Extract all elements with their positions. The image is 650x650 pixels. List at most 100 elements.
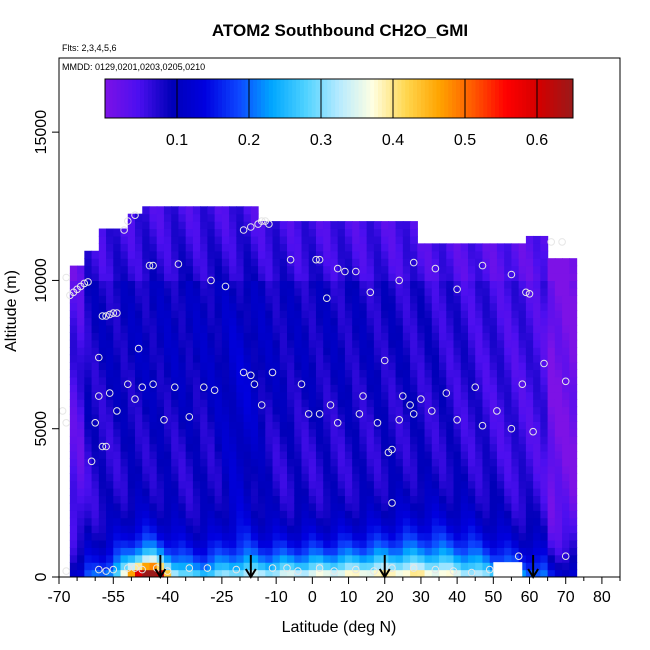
curtain-cell — [344, 547, 353, 556]
curtain-cell — [446, 413, 455, 422]
curtain-cell — [135, 569, 143, 577]
colorbar-swatch — [389, 79, 395, 118]
curtain-cell — [171, 413, 180, 422]
curtain-cell — [540, 517, 549, 526]
curtain-cell — [163, 428, 172, 437]
observation-point — [355, 410, 364, 418]
curtain-cell — [113, 532, 122, 541]
curtain-cell — [142, 376, 151, 385]
curtain-cell — [120, 428, 129, 437]
curtain-cell — [69, 354, 78, 363]
curtain-cell — [337, 495, 346, 504]
curtain-cell — [301, 488, 310, 497]
curtain-cell — [323, 250, 332, 259]
curtain-cell — [373, 369, 382, 378]
curtain-cell — [178, 495, 187, 504]
observation-point — [529, 427, 537, 436]
curtain-cell — [431, 273, 440, 282]
curtain-cell — [156, 517, 165, 526]
curtain-cell — [446, 258, 455, 267]
curtain-cell — [77, 428, 85, 437]
curtain-cell — [562, 406, 570, 415]
curtain-cell — [446, 421, 455, 430]
curtain-cell — [192, 206, 201, 215]
observation-point — [428, 407, 436, 415]
curtain-cell — [525, 413, 534, 422]
curtain-cell — [258, 539, 266, 548]
observation-point — [558, 238, 566, 246]
curtain-cell — [533, 502, 541, 511]
curtain-cell — [120, 458, 129, 467]
curtain-cell — [475, 310, 484, 319]
curtain-cell — [135, 265, 143, 274]
curtain-cell — [149, 221, 158, 230]
curtain-cell — [214, 243, 223, 252]
curtain-cell — [192, 436, 201, 445]
curtain-cell — [156, 406, 165, 415]
curtain-cell — [192, 273, 201, 282]
curtain-cell — [91, 488, 100, 497]
curtain-cell — [236, 384, 245, 393]
curtain-cell — [352, 235, 361, 244]
curtain-cell — [417, 458, 426, 467]
curtain-cell — [98, 495, 107, 504]
curtain-cell — [149, 413, 158, 422]
curtain-cell — [344, 539, 353, 548]
curtain-cell — [330, 554, 339, 563]
curtain-cell — [460, 569, 469, 577]
curtain-cell — [265, 488, 274, 497]
curtain-cell — [489, 399, 498, 408]
curtain-cell — [84, 480, 93, 489]
curtain-cell — [352, 428, 361, 437]
curtain-cell — [562, 391, 570, 400]
curtain-cell — [504, 361, 513, 370]
curtain-cell — [91, 569, 100, 577]
colorbar-swatch — [339, 79, 344, 118]
curtain-cell — [410, 243, 418, 252]
curtain-cell — [547, 539, 556, 548]
curtain-cell — [77, 406, 85, 415]
curtain-cell — [308, 525, 317, 534]
curtain-cell — [185, 265, 194, 274]
curtain-cell — [475, 436, 484, 445]
curtain-cell — [120, 473, 129, 482]
curtain-cell — [504, 295, 513, 304]
curtain-cell — [91, 547, 100, 556]
curtain-cell — [388, 399, 397, 408]
curtain-cell — [221, 310, 230, 319]
curtain-cell — [569, 562, 578, 571]
colorbar-swatch — [335, 79, 340, 118]
curtain-cell — [149, 324, 158, 333]
curtain-cell — [127, 495, 136, 504]
observation-point — [315, 564, 324, 572]
curtain-cell — [330, 310, 339, 319]
curtain-cell — [337, 287, 346, 296]
curtain-cell — [279, 488, 288, 497]
curtain-cell — [178, 391, 187, 400]
curtain-cell — [98, 258, 107, 267]
curtain-cell — [373, 539, 382, 548]
curtain-cell — [489, 310, 498, 319]
curtain-cell — [171, 480, 180, 489]
curtain-cell — [308, 495, 317, 504]
curtain-cell — [113, 562, 122, 571]
curtain-cell — [439, 532, 447, 541]
curtain-cell — [424, 347, 433, 356]
curtain-cell — [431, 539, 440, 548]
curtain-cell — [207, 332, 216, 341]
curtain-cell — [554, 273, 563, 282]
curtain-cell — [287, 450, 295, 459]
curtain-cell — [163, 243, 172, 252]
curtain-cell — [352, 465, 361, 474]
observation-point — [131, 211, 139, 219]
observation-point — [109, 309, 118, 317]
curtain-cell — [518, 317, 527, 326]
curtain-cell — [489, 517, 498, 526]
curtain-cell — [446, 376, 455, 385]
curtain-cell — [91, 406, 100, 415]
curtain-cell — [98, 295, 107, 304]
curtain-cell — [294, 361, 303, 370]
curtain-cell — [417, 354, 426, 363]
curtain-cell — [98, 273, 107, 282]
colorbar-swatch — [561, 79, 566, 118]
